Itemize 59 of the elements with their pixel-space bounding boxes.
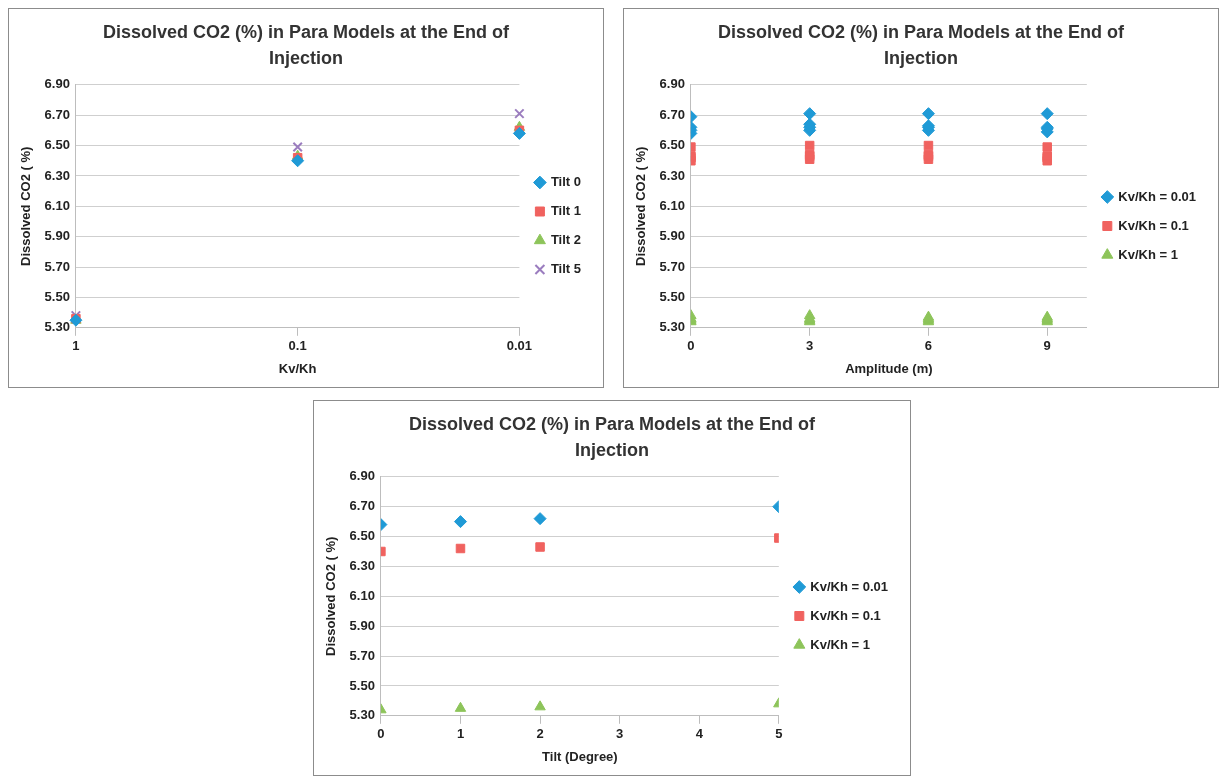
y-axis-title: Dissolved CO2 ( %) xyxy=(18,146,34,266)
x-axis-title: Amplitude (m) xyxy=(845,360,933,376)
x-tick-label: 2 xyxy=(536,726,544,742)
x-tick-label: 3 xyxy=(806,338,814,354)
legend-label: Tilt 2 xyxy=(550,232,582,248)
y-tick-label: 6.70 xyxy=(44,106,70,122)
x-axis-title: Kv/Kh xyxy=(278,360,317,376)
x-tick-label: 0.01 xyxy=(506,338,533,354)
y-tick-label: 5.30 xyxy=(349,707,375,723)
y-tick-label: 6.50 xyxy=(349,528,375,544)
y-tick-label: 6.10 xyxy=(349,587,375,603)
y-tick-label: 5.90 xyxy=(44,228,70,244)
y-tick-label: 5.90 xyxy=(659,228,685,244)
y-tick-label: 6.90 xyxy=(349,468,375,484)
x-axis-title: Tilt (Degree) xyxy=(542,748,618,764)
legend-label: Tilt 1 xyxy=(550,203,582,219)
legend-label: Kv/Kh = 0.01 xyxy=(810,578,889,594)
y-tick-label: 5.50 xyxy=(44,289,70,304)
y-axis-title: Dissolved CO2 ( %) xyxy=(323,536,339,656)
legend-label: Tilt 5 xyxy=(550,261,582,277)
y-tick-label: 6.50 xyxy=(659,137,685,153)
chart-title: Dissolved CO2 (%) in Para Models at the End of Injection xyxy=(716,21,1126,70)
y-tick-label: 5.50 xyxy=(659,289,685,304)
y-tick-label: 5.70 xyxy=(349,647,375,663)
y-tick-label: 6.10 xyxy=(44,197,70,213)
y-tick-label: 6.30 xyxy=(659,167,685,183)
y-tick-label: 6.70 xyxy=(659,106,685,122)
x-tick-label: 0 xyxy=(377,726,385,742)
y-tick-label: 5.30 xyxy=(44,319,70,335)
x-tick-label: 3 xyxy=(616,726,624,742)
x-tick-label: 9 xyxy=(1043,338,1051,354)
chart-title: Dissolved CO2 (%) in Para Models at the End of Injection xyxy=(407,413,817,462)
legend-label: Kv/Kh = 0.1 xyxy=(810,607,881,623)
x-tick-label: 4 xyxy=(695,726,704,742)
y-tick-label: 6.30 xyxy=(44,167,70,183)
x-tick-label: 0 xyxy=(687,338,695,354)
legend-label: Kv/Kh = 0.01 xyxy=(1118,188,1197,204)
y-tick-label: 6.30 xyxy=(349,558,375,573)
y-tick-label: 5.90 xyxy=(349,617,375,633)
x-tick-label: 6 xyxy=(924,338,933,354)
legend-label: Tilt 0 xyxy=(550,174,582,190)
legend-label: Kv/Kh = 0.1 xyxy=(1118,217,1189,233)
y-tick-label: 6.10 xyxy=(659,197,685,213)
x-tick-label: 0.1 xyxy=(288,338,307,354)
x-tick-label: 5 xyxy=(775,726,783,742)
y-tick-label: 5.70 xyxy=(44,258,70,274)
chart-title: Dissolved CO2 (%) in Para Models at the End of Injection xyxy=(101,21,511,70)
y-tick-label: 6.90 xyxy=(659,76,685,92)
x-tick-label: 1 xyxy=(72,338,80,354)
y-tick-label: 5.50 xyxy=(349,677,375,693)
legend-label: Kv/Kh = 1 xyxy=(810,636,870,652)
y-axis-title: Dissolved CO2 ( %) xyxy=(633,146,649,266)
y-tick-label: 6.90 xyxy=(44,76,70,92)
y-tick-label: 6.70 xyxy=(349,498,375,514)
y-tick-label: 5.70 xyxy=(659,258,685,274)
y-tick-label: 5.30 xyxy=(659,319,685,335)
x-tick-label: 1 xyxy=(456,726,465,742)
y-tick-label: 6.50 xyxy=(44,137,70,153)
legend-label: Kv/Kh = 1 xyxy=(1118,246,1178,262)
